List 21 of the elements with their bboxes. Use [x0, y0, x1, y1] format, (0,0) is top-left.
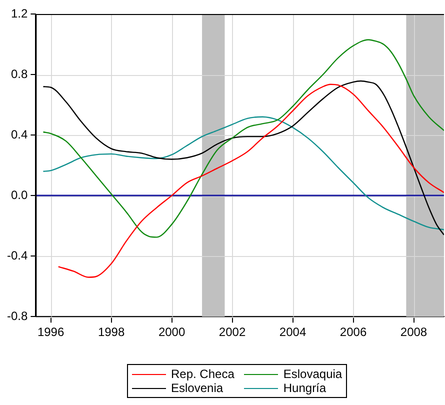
line-series: [42, 39, 444, 238]
x-tick-label: 1996: [37, 325, 64, 340]
y-tick-label: -0.4: [6, 248, 28, 262]
y-tick-label: 0.8: [10, 66, 28, 81]
y-tick-label: 0.0: [10, 188, 28, 202]
line-series: [42, 116, 444, 230]
x-tick-label: 1998: [98, 325, 125, 340]
x-tick-label: 2002: [218, 325, 246, 340]
x-tick-label: 2006: [340, 325, 367, 340]
legend-label: Rep. Checa: [171, 367, 234, 381]
legend-label: Eslovaquia: [283, 367, 342, 381]
y-tick-label: 0.4: [10, 127, 28, 142]
legend-label: Eslovenia: [171, 381, 224, 395]
y-tick-label: -0.8: [6, 308, 28, 323]
x-tick-label: 2008: [400, 325, 428, 340]
y-tick-label: 1.2: [10, 6, 28, 20]
x-tick-label: 2000: [158, 325, 186, 340]
legend-label: Hungría: [283, 381, 326, 395]
line-series: [58, 84, 444, 278]
line-series: [42, 80, 444, 236]
x-tick-label: 2004: [279, 325, 306, 340]
